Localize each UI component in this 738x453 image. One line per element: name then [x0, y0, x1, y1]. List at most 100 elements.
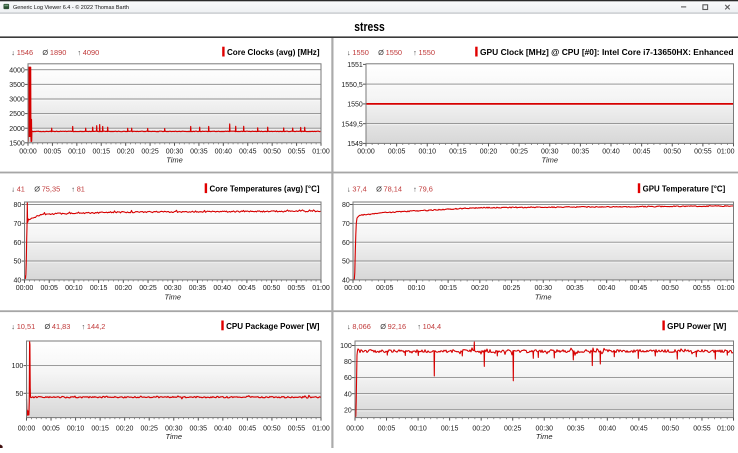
svg-text:↓: ↓ [11, 185, 15, 194]
svg-text:00:35: 00:35 [190, 426, 208, 433]
svg-text:70: 70 [342, 221, 350, 228]
svg-text:00:25: 00:25 [503, 285, 521, 292]
svg-text:80: 80 [342, 202, 350, 209]
svg-text:00:45: 00:45 [239, 148, 257, 155]
svg-text:92,16: 92,16 [388, 322, 407, 331]
svg-text:00:55: 00:55 [694, 148, 712, 155]
svg-text:4090: 4090 [83, 48, 99, 57]
svg-text:00:55: 00:55 [693, 426, 711, 433]
svg-text:50: 50 [16, 391, 24, 398]
svg-text:00:30: 00:30 [541, 148, 559, 155]
svg-text:01:00: 01:00 [312, 148, 330, 155]
svg-text:00:30: 00:30 [534, 285, 552, 292]
svg-text:Ø: Ø [34, 185, 40, 194]
svg-text:00:00: 00:00 [19, 148, 37, 155]
svg-text:3000: 3000 [9, 97, 25, 104]
svg-text:01:00: 01:00 [717, 426, 735, 433]
svg-text:Ø: Ø [45, 322, 51, 331]
svg-text:00:55: 00:55 [288, 148, 306, 155]
svg-text:↓: ↓ [11, 322, 15, 331]
svg-text:Time: Time [541, 156, 558, 165]
svg-text:01:00: 01:00 [312, 285, 330, 292]
svg-text:78,14: 78,14 [384, 185, 403, 194]
svg-text:00:20: 00:20 [115, 285, 133, 292]
svg-text:40: 40 [342, 278, 350, 285]
svg-text:↑: ↑ [71, 185, 75, 194]
svg-text:4000: 4000 [9, 67, 25, 74]
svg-text:00:45: 00:45 [239, 426, 257, 433]
svg-text:2000: 2000 [9, 126, 25, 133]
svg-text:GPU Clock [MHz] @ CPU [#0]: In: GPU Clock [MHz] @ CPU [#0]: Intel Core i… [480, 48, 734, 57]
svg-text:CPU Package Power [W]: CPU Package Power [W] [226, 322, 320, 331]
svg-text:01:00: 01:00 [312, 426, 330, 433]
svg-text:00:30: 00:30 [535, 426, 553, 433]
svg-text:41: 41 [17, 185, 25, 194]
svg-text:↑: ↑ [77, 48, 81, 57]
svg-text:60: 60 [14, 240, 22, 247]
svg-text:00:20: 00:20 [472, 426, 490, 433]
svg-text:Core Clocks (avg) [MHz]: Core Clocks (avg) [MHz] [227, 48, 320, 57]
svg-text:00:50: 00:50 [662, 426, 680, 433]
svg-text:41,83: 41,83 [52, 322, 71, 331]
svg-text:00:30: 00:30 [164, 285, 182, 292]
svg-text:20: 20 [344, 407, 352, 414]
svg-text:75,35: 75,35 [42, 185, 61, 194]
svg-text:00:30: 00:30 [165, 426, 183, 433]
svg-text:00:15: 00:15 [441, 426, 459, 433]
svg-text:00:55: 00:55 [288, 285, 306, 292]
svg-text:00:05: 00:05 [378, 426, 396, 433]
svg-text:↓: ↓ [347, 48, 351, 57]
svg-text:00:40: 00:40 [602, 148, 620, 155]
svg-text:1550: 1550 [347, 102, 363, 109]
svg-text:00:15: 00:15 [439, 285, 457, 292]
svg-text:37,4: 37,4 [352, 185, 366, 194]
svg-text:↓: ↓ [347, 322, 351, 331]
svg-text:2500: 2500 [9, 111, 25, 118]
svg-text:00:45: 00:45 [630, 285, 648, 292]
svg-text:00:55: 00:55 [693, 285, 711, 292]
svg-text:100: 100 [12, 363, 24, 370]
svg-text:Ø: Ø [42, 48, 48, 57]
svg-text:3500: 3500 [9, 82, 25, 89]
svg-text:79,6: 79,6 [419, 185, 433, 194]
svg-text:00:50: 00:50 [263, 148, 281, 155]
svg-text:00:50: 00:50 [661, 285, 679, 292]
svg-text:00:00: 00:00 [18, 426, 36, 433]
svg-text:GPU Power [W]: GPU Power [W] [667, 322, 726, 331]
svg-text:00:05: 00:05 [42, 426, 60, 433]
svg-text:40: 40 [14, 278, 22, 285]
svg-text:1549: 1549 [347, 141, 363, 148]
svg-text:00:00: 00:00 [346, 426, 364, 433]
svg-text:1550: 1550 [352, 48, 368, 57]
svg-text:1546: 1546 [17, 48, 33, 57]
svg-text:00:10: 00:10 [409, 426, 427, 433]
svg-text:00:20: 00:20 [116, 426, 134, 433]
svg-text:00:15: 00:15 [91, 426, 109, 433]
svg-text:00:35: 00:35 [190, 148, 208, 155]
svg-text:00:10: 00:10 [418, 148, 436, 155]
svg-text:GPU Temperature [°C]: GPU Temperature [°C] [643, 185, 726, 194]
svg-text:00:00: 00:00 [16, 285, 34, 292]
svg-text:↑: ↑ [413, 48, 417, 57]
svg-text:01:00: 01:00 [717, 285, 735, 292]
svg-text:↓: ↓ [347, 185, 351, 194]
svg-text:00:20: 00:20 [117, 148, 135, 155]
svg-text:00:40: 00:40 [213, 285, 231, 292]
svg-text:00:35: 00:35 [567, 426, 585, 433]
svg-text:1550: 1550 [419, 48, 435, 57]
svg-text:00:45: 00:45 [633, 148, 651, 155]
svg-text:00:10: 00:10 [65, 285, 83, 292]
svg-text:↑: ↑ [413, 185, 417, 194]
svg-text:40: 40 [344, 391, 352, 398]
svg-text:01:00: 01:00 [717, 148, 735, 155]
svg-text:Time: Time [166, 156, 183, 165]
svg-text:00:45: 00:45 [238, 285, 256, 292]
svg-text:70: 70 [14, 221, 22, 228]
svg-text:00:45: 00:45 [630, 426, 648, 433]
svg-text:Core Temperatures (avg) [°C]: Core Temperatures (avg) [°C] [210, 185, 320, 194]
svg-text:8,066: 8,066 [352, 322, 371, 331]
svg-text:00:40: 00:40 [215, 148, 233, 155]
svg-text:10,51: 10,51 [17, 322, 36, 331]
svg-text:00:10: 00:10 [67, 426, 85, 433]
svg-text:00:25: 00:25 [140, 426, 158, 433]
